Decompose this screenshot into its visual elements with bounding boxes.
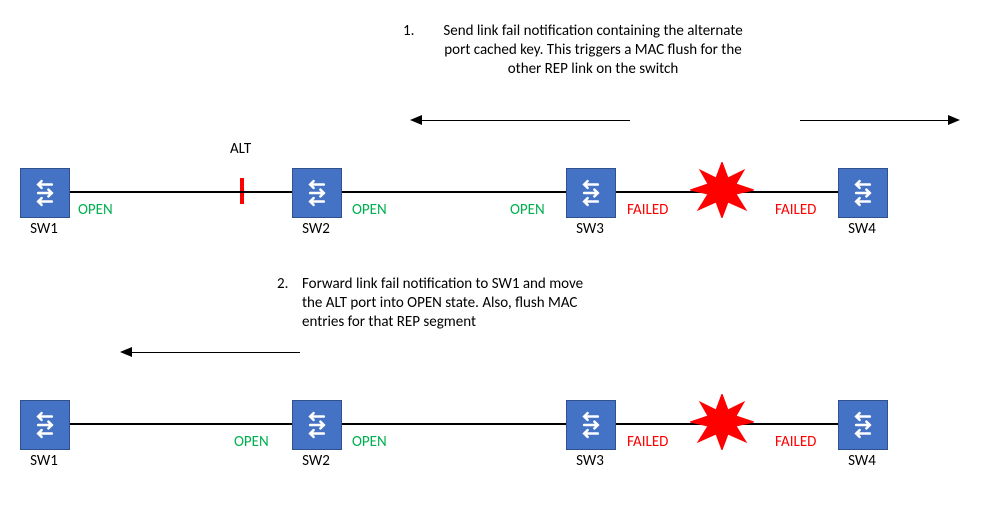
step1-text: Send link fail notification containing t… [443, 22, 743, 78]
arrow-step1-left [422, 120, 630, 121]
sw3-label-row2: SW3 [566, 452, 614, 470]
switch-sw4-row2 [838, 400, 888, 450]
link-fail-icon-row1 [690, 162, 754, 218]
switch-icon [846, 176, 880, 210]
port-open-sw2r-row2: OPEN [352, 433, 387, 451]
arrow-step1-right-head [948, 115, 960, 125]
port-open-sw3l: OPEN [510, 201, 545, 219]
arrow-step2-left-head [120, 347, 132, 357]
sw4-label-row2: SW4 [838, 452, 886, 470]
switch-sw2-row2 [292, 400, 342, 450]
arrow-step1-left-head [410, 115, 422, 125]
port-failed-sw3r: FAILED [627, 201, 668, 219]
sw2-label-row1: SW2 [292, 220, 340, 238]
alt-label: ALT [230, 140, 251, 158]
sw3-label-row1: SW3 [566, 220, 614, 238]
switch-sw2-row1 [292, 168, 342, 218]
port-open-sw2r: OPEN [352, 201, 387, 219]
arrow-step2-left [132, 352, 300, 353]
arrow-step1-right [800, 120, 948, 121]
switch-sw4-row1 [838, 168, 888, 218]
sw4-label-row1: SW4 [838, 220, 886, 238]
switch-icon [28, 408, 62, 442]
switch-icon [300, 408, 334, 442]
switch-icon [574, 408, 608, 442]
step2-number: 2. [277, 275, 288, 294]
step2-text: Forward link fail notification to SW1 an… [302, 275, 592, 331]
switch-sw1-row2 [20, 400, 70, 450]
step1-number: 1. [403, 22, 414, 41]
switch-icon [846, 408, 880, 442]
link-fail-icon-row2 [690, 394, 754, 450]
switch-sw3-row1 [566, 168, 616, 218]
switch-icon [28, 176, 62, 210]
port-open-sw1r: OPEN [78, 201, 113, 219]
port-open-sw2l-row2: OPEN [234, 433, 269, 451]
switch-icon [574, 176, 608, 210]
port-failed-sw4l: FAILED [775, 201, 816, 219]
port-failed-sw4l-row2: FAILED [775, 433, 816, 451]
sw1-label-row2: SW1 [20, 452, 68, 470]
port-failed-sw3r-row2: FAILED [627, 433, 668, 451]
switch-sw3-row2 [566, 400, 616, 450]
sw2-label-row2: SW2 [292, 452, 340, 470]
switch-sw1-row1 [20, 168, 70, 218]
sw1-label-row1: SW1 [20, 220, 68, 238]
switch-icon [300, 176, 334, 210]
